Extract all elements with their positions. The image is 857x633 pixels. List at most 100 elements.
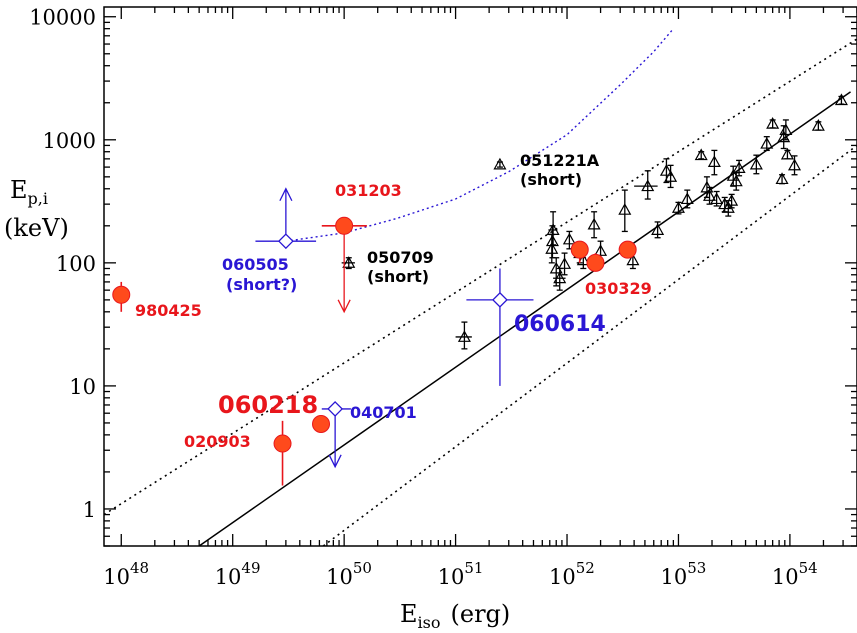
black-point-6-marker (558, 257, 572, 269)
black-point-7-marker (562, 232, 576, 245)
black-point-0-marker (457, 330, 471, 342)
x-tick-exp: 52 (576, 559, 595, 577)
black-point-17-marker (664, 170, 678, 182)
label-060505: 060505 (222, 255, 289, 274)
red-point-1-arrow-head (337, 299, 351, 314)
black-point-18-marker (671, 201, 685, 213)
black-point-40-marker (834, 93, 848, 106)
plot-frame (103, 6, 857, 547)
x-tick-base: 10 (660, 565, 687, 589)
y-axis-title: Ep,i (10, 176, 48, 208)
band-upper-line (104, 38, 857, 516)
blue-point-0-arrow-head (279, 187, 293, 202)
black-point-12-marker (618, 203, 632, 215)
axes-group: 1048 1049 1050 1051 1052 1053 1054110100100010… (29, 6, 857, 589)
black-point-23-marker (707, 155, 721, 168)
black-point-38-marker (787, 158, 802, 171)
annotation-labels: 980425031203060218020903030329060505(sho… (135, 151, 652, 451)
band-lower-line (322, 144, 857, 546)
red-point-2-marker (312, 415, 331, 434)
blue-point-1-marker (327, 401, 344, 417)
y-tick-label-1: 10 (69, 375, 96, 399)
x-tick-label-5: 1053 (660, 559, 706, 589)
red-point-3-marker (273, 434, 292, 453)
black-point-33-marker (766, 117, 780, 129)
x-tick-exp: 54 (799, 559, 818, 577)
red-point-6-marker (618, 240, 637, 259)
black-point-34-marker (775, 172, 789, 185)
x-tick-label-3: 1051 (438, 559, 484, 589)
x-tick-label-2: 1050 (326, 559, 372, 589)
red-point-5-marker (570, 240, 589, 259)
black-point-22-marker (703, 189, 717, 201)
y-tick-label-0: 1 (83, 498, 96, 522)
x-tick-base: 10 (772, 565, 799, 589)
x-tick-base: 10 (549, 565, 576, 589)
x-tick-label-4: 1052 (549, 559, 595, 589)
black-point-20-marker (694, 148, 708, 161)
black-point-10-marker (587, 217, 601, 230)
x-tick-exp: 50 (353, 559, 372, 577)
black-point-39-marker (811, 119, 825, 131)
x-tick-label-6: 1054 (772, 559, 818, 589)
x-tick-label-0: 1048 (103, 559, 149, 589)
black-point-15-marker (651, 223, 665, 235)
label-051221A-sub: (short) (520, 170, 582, 189)
black-point-11-marker (594, 244, 608, 256)
label-050709: 050709 (367, 248, 434, 267)
label-020903: 020903 (184, 432, 251, 451)
black-point-32-marker (760, 136, 774, 149)
blue-point-1-arrow-head (328, 454, 342, 469)
blue-dotted-curve (285, 28, 674, 242)
x-axis-title: Eiso (erg) (400, 600, 510, 632)
red-points-group (112, 216, 637, 486)
black-point-5-marker (553, 271, 567, 284)
x-tick-base: 10 (215, 565, 242, 589)
black-point-24-marker (710, 192, 724, 205)
black-point-36-marker (779, 123, 793, 136)
blue-points-group (255, 187, 534, 469)
x-tick-base: 10 (103, 565, 130, 589)
x-tick-exp: 51 (464, 559, 483, 577)
y-axis-unit: (keV) (4, 214, 69, 242)
x-tick-exp: 48 (130, 559, 149, 577)
black-point-19-marker (680, 192, 694, 205)
label-060505-sub: (short?) (226, 275, 297, 294)
label-030329: 030329 (585, 279, 652, 298)
y-tick-label-4: 10000 (29, 6, 96, 30)
black-point-13-marker (626, 253, 640, 266)
blue-curve-group (285, 28, 674, 242)
black-points-group (455, 93, 848, 350)
blue-point-0-marker (277, 233, 294, 250)
y-tick-label-2: 100 (56, 252, 96, 276)
x-tick-label-1: 1049 (215, 559, 261, 589)
y-tick-label-3: 1000 (43, 129, 96, 153)
black-point-30-marker (732, 161, 746, 173)
label-040701: 040701 (350, 403, 417, 422)
label-051221A: 051221A (520, 151, 600, 170)
label-050709-sub: (short) (367, 267, 429, 286)
label-060614: 060614 (514, 312, 606, 337)
black-point-29-marker (729, 174, 743, 187)
label-980425: 980425 (135, 301, 202, 320)
black-point-37-marker (780, 147, 794, 160)
black-point-27-marker (725, 193, 739, 206)
black-point-14-marker (641, 179, 655, 192)
label-060218: 060218 (218, 391, 318, 419)
x-tick-base: 10 (438, 565, 465, 589)
named-point-0-marker (493, 157, 507, 170)
black-point-16-marker (659, 164, 673, 176)
named-point-1-marker (342, 256, 356, 268)
black-point-9-marker (576, 253, 590, 266)
black-point-31-marker (749, 157, 763, 170)
x-tick-exp: 53 (687, 559, 706, 577)
black-point-3-marker (545, 242, 559, 254)
x-tick-exp: 49 (241, 559, 260, 577)
red-point-1-marker (335, 216, 354, 235)
red-point-4-marker (586, 253, 605, 272)
red-point-0-marker (112, 285, 131, 304)
band-lines (104, 38, 857, 546)
blue-point-2-marker (492, 291, 508, 308)
label-031203: 031203 (335, 181, 402, 200)
